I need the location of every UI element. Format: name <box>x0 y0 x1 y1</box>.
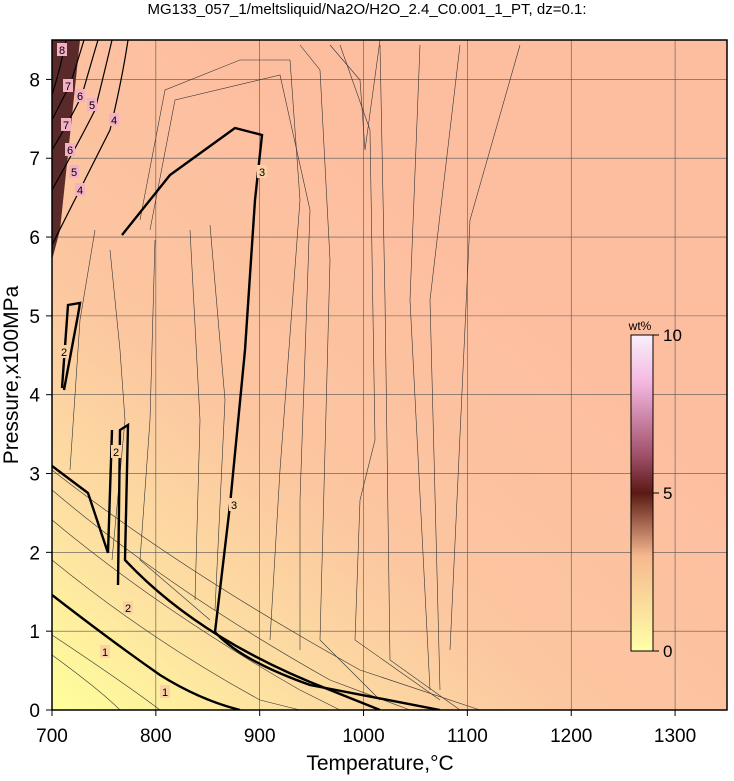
contour-label: 7 <box>65 81 71 93</box>
contour-label-bg <box>59 345 69 358</box>
plot-frame <box>51 39 728 711</box>
colorbar <box>630 334 654 652</box>
x-axis-label: Temperature,°C <box>306 752 453 775</box>
contour-label: 5 <box>89 100 95 112</box>
x-tick-label: 900 <box>244 726 276 747</box>
x-tick-label: 700 <box>36 726 68 747</box>
contour-label: 5 <box>71 167 77 179</box>
x-tick-label: 1300 <box>654 726 696 747</box>
contour-label-bg <box>100 645 110 658</box>
colorbar-tick-label: 10 <box>663 326 682 345</box>
contour-label-bg <box>75 89 85 102</box>
contour-label-bg <box>87 98 97 111</box>
y-tick-label: 1 <box>29 622 40 643</box>
contour-label-bg <box>63 79 73 92</box>
contour-label: 6 <box>67 145 73 157</box>
contour-line <box>52 40 129 246</box>
contour-label: 7 <box>63 120 69 132</box>
contour-label-bg <box>65 143 75 156</box>
y-tick-label: 0 <box>29 701 40 722</box>
colorbar-tick-label: 5 <box>663 484 672 503</box>
contour-line <box>52 594 241 710</box>
contour-label: 3 <box>231 500 237 512</box>
chart-title: MG133_057_1/meltsliquid/Na2O/H2O_2.4_C0.… <box>147 1 586 18</box>
contour-label: 1 <box>162 687 168 699</box>
contour-label: 1 <box>102 647 108 659</box>
contour-label-bg <box>111 445 121 458</box>
x-tick-label: 1000 <box>342 726 384 747</box>
contour-line <box>52 301 381 710</box>
y-tick-label: 5 <box>29 307 40 328</box>
y-tick-label: 6 <box>29 228 40 249</box>
contour-label-bg <box>160 685 170 698</box>
y-tick-label: 2 <box>29 543 40 564</box>
contour-label-bg <box>61 118 71 131</box>
contour-label: 4 <box>77 185 83 197</box>
thin-contours <box>52 40 521 710</box>
y-tick-label: 4 <box>29 386 40 407</box>
y-tick-label: 8 <box>29 70 40 91</box>
contour-label-bg <box>123 601 133 614</box>
y-axis-label: Pressure,x100MPa <box>0 285 23 464</box>
y-tick-label: 7 <box>29 149 40 170</box>
x-tick-label: 1200 <box>550 726 592 747</box>
contour-label: 6 <box>77 91 83 103</box>
contour-label-bg <box>75 183 85 196</box>
contour-label-bg <box>109 113 119 126</box>
contour-label: 2 <box>113 447 119 459</box>
contour-label: 3 <box>259 167 265 179</box>
contour-label: 2 <box>125 603 131 615</box>
x-tick-label: 800 <box>140 726 172 747</box>
contour-label: 4 <box>111 115 117 127</box>
contour-label-bg <box>257 165 267 178</box>
contour-label-bg <box>57 43 67 56</box>
contour-label: 8 <box>59 45 65 57</box>
contour-label-bg <box>229 498 239 511</box>
colorbar-label: wt% <box>628 319 652 333</box>
x-tick-label: 1100 <box>447 726 488 747</box>
grid <box>52 40 727 710</box>
colorbar-tick-label: 0 <box>663 642 672 661</box>
contour-label: 2 <box>61 347 67 359</box>
y-tick-label: 3 <box>29 465 40 486</box>
contour-label-bg <box>69 165 79 178</box>
